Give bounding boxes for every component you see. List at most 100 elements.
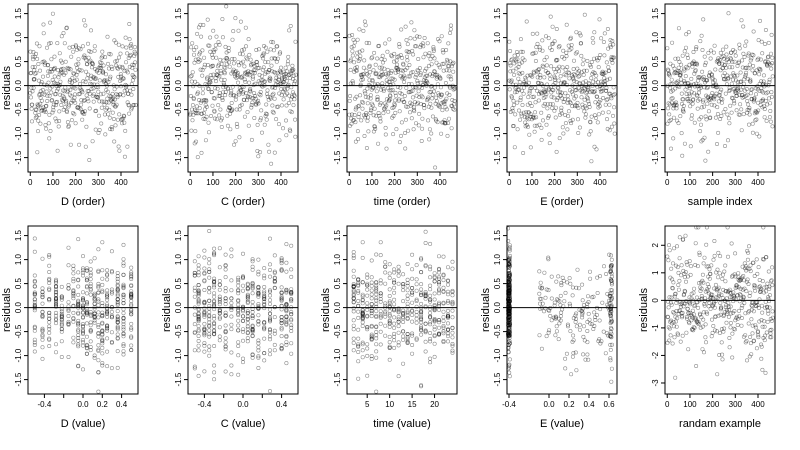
data-point [441, 318, 446, 323]
data-point [401, 337, 406, 342]
data-point [131, 74, 136, 79]
data-point [694, 363, 699, 368]
data-point [755, 330, 760, 335]
data-point [51, 102, 56, 107]
data-point [574, 88, 579, 93]
data-point [507, 282, 512, 287]
data-point [228, 111, 233, 116]
data-point [236, 312, 241, 317]
data-point [202, 310, 207, 315]
data-point [64, 26, 69, 31]
data-point [272, 96, 277, 101]
data-point [63, 100, 68, 105]
data-point [266, 60, 271, 65]
data-point [695, 321, 700, 326]
data-point [89, 87, 94, 92]
data-point [751, 97, 756, 102]
data-point [229, 304, 234, 309]
data-point [241, 360, 246, 365]
data-point [88, 320, 93, 325]
data-point [365, 324, 370, 329]
data-point [256, 47, 261, 52]
data-point [236, 307, 241, 312]
data-point [352, 69, 357, 74]
data-point [220, 96, 225, 101]
data-point [612, 121, 617, 126]
data-point [282, 87, 287, 92]
data-point [702, 255, 707, 260]
data-point [248, 57, 253, 62]
data-point [365, 353, 370, 358]
data-point [100, 351, 105, 356]
data-point [737, 299, 742, 304]
data-point [665, 314, 670, 319]
data-point [587, 105, 592, 110]
data-point [53, 296, 58, 301]
data-point [372, 124, 377, 129]
data-point [722, 56, 727, 61]
data-point [228, 93, 233, 98]
data-point [586, 87, 591, 92]
data-point [539, 346, 544, 351]
data-point [747, 106, 752, 111]
data-point [34, 114, 39, 119]
data-point [450, 308, 455, 313]
y-tick-label: -0.5 [333, 102, 342, 116]
data-point [360, 311, 365, 316]
data-point [129, 293, 134, 298]
data-point [119, 116, 124, 121]
data-point [360, 311, 365, 316]
y-tick-label: 0.0 [333, 79, 342, 91]
data-point [250, 352, 255, 357]
data-point [262, 122, 267, 127]
data-point [701, 350, 706, 355]
data-point [97, 78, 102, 83]
data-point [81, 99, 86, 104]
data-point [700, 69, 705, 74]
data-point [717, 61, 722, 66]
data-point [397, 109, 402, 114]
data-point [563, 67, 568, 72]
data-point [287, 72, 292, 77]
data-point [84, 309, 89, 314]
data-point [43, 123, 48, 128]
data-point [575, 100, 580, 105]
data-point [218, 68, 223, 73]
data-point [702, 301, 707, 306]
data-point [354, 68, 359, 73]
data-point [428, 89, 433, 94]
data-point [688, 310, 693, 315]
data-point [203, 107, 208, 112]
y-tick-label: 1.0 [493, 253, 502, 265]
data-point [121, 272, 126, 277]
data-point [414, 298, 419, 303]
data-point [256, 272, 261, 277]
data-point [676, 287, 681, 292]
data-point [202, 312, 207, 317]
data-point [694, 45, 699, 50]
data-point [572, 78, 577, 83]
data-point [556, 298, 561, 303]
data-point [284, 361, 289, 366]
data-point [378, 240, 383, 245]
data-point [397, 140, 402, 145]
data-point [669, 295, 674, 300]
data-point [736, 60, 741, 65]
data-point [274, 59, 279, 64]
data-point [558, 293, 563, 298]
data-point [405, 283, 410, 288]
data-point [609, 278, 614, 283]
data-point [38, 121, 43, 126]
data-point [410, 312, 415, 317]
data-point [79, 68, 84, 73]
data-point [752, 111, 757, 116]
data-point [387, 340, 392, 345]
data-point [250, 70, 255, 75]
data-point [366, 129, 371, 134]
data-point [677, 73, 682, 78]
data-point [701, 317, 706, 322]
data-point [237, 135, 242, 140]
data-point [245, 286, 250, 291]
data-point [396, 317, 401, 322]
data-point [538, 91, 543, 96]
